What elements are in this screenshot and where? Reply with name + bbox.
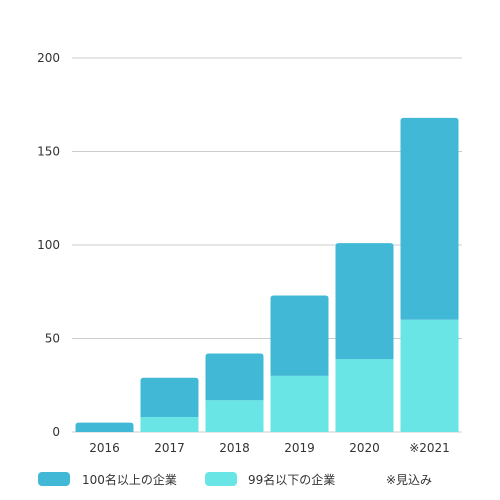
y-tick-label-200: 200	[37, 51, 60, 65]
bar-segment-2-1	[205, 353, 264, 401]
bars	[75, 117, 459, 432]
bar-segment-5-1	[400, 117, 459, 320]
y-tick-label-50: 50	[45, 332, 60, 346]
bar-segment-0-1	[75, 422, 134, 432]
bar-segment-1-1	[140, 377, 199, 418]
y-tick-label-150: 150	[37, 145, 60, 159]
y-axis-tick-labels: 0 50 100 150 200	[37, 51, 60, 439]
legend-label-99-under: 99名以下の企業	[248, 472, 335, 487]
legend-swatch-99-under	[205, 472, 237, 486]
bar-group-0	[75, 422, 134, 432]
bar-segment-3-0	[270, 375, 329, 432]
legend-note-estimate: ※見込み	[386, 473, 432, 487]
legend-swatch-100-plus	[38, 472, 70, 486]
bar-segment-2-0	[205, 400, 264, 432]
x-tick-label-3: 2019	[284, 441, 315, 455]
x-axis-tick-labels: 2016 2017 2018 2019 2020 ※2021	[89, 441, 450, 455]
bar-segment-4-0	[335, 359, 394, 432]
y-tick-label-100: 100	[37, 238, 60, 252]
x-tick-label-5: ※2021	[409, 441, 450, 455]
bar-segment-5-0	[400, 319, 459, 432]
y-tick-label-0: 0	[52, 425, 60, 439]
x-tick-label-2: 2018	[219, 441, 250, 455]
bar-group-4	[335, 243, 394, 432]
bar-group-3	[270, 295, 329, 432]
bar-group-5	[400, 117, 459, 432]
bar-segment-3-1	[270, 295, 329, 376]
x-tick-label-4: 2020	[349, 441, 380, 455]
bar-segment-4-1	[335, 243, 394, 360]
bar-group-1	[140, 377, 199, 432]
grid-lines	[72, 57, 462, 433]
legend: 100名以上の企業 99名以下の企業 ※見込み	[38, 472, 432, 487]
x-tick-label-0: 2016	[89, 441, 120, 455]
legend-label-100-plus: 100名以上の企業	[82, 472, 177, 487]
bar-group-2	[205, 353, 264, 432]
x-tick-label-1: 2017	[154, 441, 185, 455]
bar-segment-1-0	[140, 417, 199, 432]
